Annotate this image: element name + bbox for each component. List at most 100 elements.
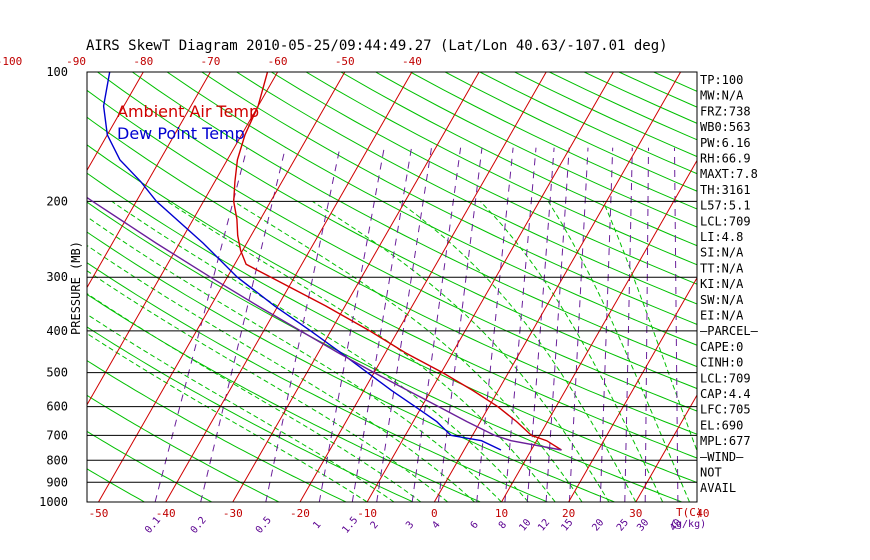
mixing-ratio-line [624,147,633,502]
dry-adiabat-line [87,201,682,502]
bottom-temperature-ticks: -50 -40 -30 -20 -10 0 10 20 30 40 [89,507,710,520]
mixing-ratio-tick-label: 4 [430,520,442,532]
dry-adiabat-line [87,116,697,435]
dry-adiabat-line [87,293,481,502]
index-label: CAP:4.4 [700,387,751,401]
isotherm-line [87,72,144,172]
moist-adiabat-line [111,200,529,502]
index-label: L57:5.1 [700,199,751,213]
isotherm-line [433,72,682,502]
temp-tick-label: -50 [335,55,355,68]
index-label: LI:4.8 [700,230,743,244]
dry-adiabat-line [87,468,145,502]
sounding-profiles [87,72,562,451]
dry-adiabat-line [236,72,697,305]
dry-adiabat-line [410,72,697,210]
temp-tick-label: -90 [66,55,86,68]
isotherm-line [232,72,480,502]
mixing-ratio-tick-label: 6 [469,520,481,532]
dry-adiabat-line [87,360,347,502]
pressure-tick-label: 700 [46,428,68,442]
pressure-tick-label: 100 [46,65,68,79]
mixing-ratio-line [568,147,589,502]
moist-adiabat-line [167,200,556,502]
dry-adiabat-line [340,72,697,247]
dry-adiabat-line [166,72,697,346]
mixing-ratio-tick-label: 0.2 [189,515,209,536]
isotherm-line [299,72,547,502]
index-label: AVAIL [700,481,736,495]
air-temperature-line [232,72,562,451]
legend-air-temp: Ambient Air Temp [117,102,259,121]
mixing-ratio-line [318,147,385,502]
temp-tick-label: -40 [156,507,176,520]
temp-tick-label: 10 [495,507,508,520]
dry-adiabat-line [87,394,280,502]
dry-adiabat-line [201,72,697,325]
dry-adiabat-line [271,72,697,285]
mixing-ratio-line [200,147,286,502]
index-label: WB0:563 [700,120,751,134]
pressure-ticks: 100 200 300 400 500 600 700 800 900 1000 [39,65,68,509]
pressure-tick-label: 500 [46,366,68,380]
top-temperature-ticks: -120-110-100-90-80-70-60-50-40 [0,55,422,68]
pressure-tick-label: 1000 [39,495,68,509]
temp-tick-label: -10 [357,507,377,520]
index-label: MPL:677 [700,434,751,448]
mixing-ratio-tick-label: 0.5 [254,515,274,536]
dry-adiabat-line [653,72,697,92]
pressure-tick-label: 800 [46,453,68,467]
temp-tick-label: 30 [629,507,642,520]
dry-adiabat-line [87,89,697,412]
mixing-ratio-tick-label: 10 [517,517,533,533]
mixing-ratio-unit: (g/kg) [670,519,706,530]
temp-tick-label: -40 [402,55,422,68]
temp-tick-label: -30 [223,507,243,520]
index-label: KI:N/A [700,277,744,291]
index-label: SI:N/A [700,246,744,260]
legend-dew-point: Dew Point Temp [117,124,245,143]
pressure-tick-label: 200 [46,194,68,208]
isobars [87,72,697,502]
mixing-ratio-line [376,147,432,502]
isotherm-line [501,159,697,502]
mixing-ratio-tick-label: 8 [497,520,509,532]
isotherm-line [0,72,9,502]
dry-adiabat-line [132,72,697,368]
temp-tick-label: 0 [431,507,438,520]
mixing-ratio-line [265,147,341,502]
index-label: LCL:709 [700,371,751,385]
index-label: TP:100 [700,73,743,87]
index-label: NOT [700,466,722,480]
index-label: —WIND— [700,450,744,464]
x-axis-label: T(C) [676,506,703,519]
dry-adiabat-line [87,326,414,502]
isotherm-line [568,276,697,502]
pressure-tick-label: 600 [46,400,68,414]
temp-tick-label: -20 [290,507,310,520]
index-label: LCL:709 [700,214,751,228]
dry-adiabat-line [87,430,212,502]
dry-adiabat-line [375,72,697,228]
mixing-ratio-tick-label: 1 [311,520,323,532]
dew-point-line [102,72,502,451]
y-axis-label: PRESSURE (MB) [69,241,83,335]
mixing-ratio-line [154,147,248,502]
index-label: MW:N/A [700,89,744,103]
mixing-ratio-line [476,147,514,502]
temp-tick-label: -50 [89,507,109,520]
isotherm-line [366,72,614,502]
index-label: TH:3161 [700,183,751,197]
mixing-ratio-line [437,147,483,502]
temp-tick-label: 20 [562,507,575,520]
moist-adiabat-line [398,201,637,502]
dry-adiabat-line [87,172,697,484]
isotherm-line [837,72,870,502]
mixing-ratio-tick-label: 3 [404,520,416,532]
temp-tick-label: -70 [201,55,221,68]
pressure-tick-label: 300 [46,270,68,284]
plot-frame [86,71,698,503]
index-label: —PARCEL— [700,324,759,338]
isotherm-line [87,72,279,406]
